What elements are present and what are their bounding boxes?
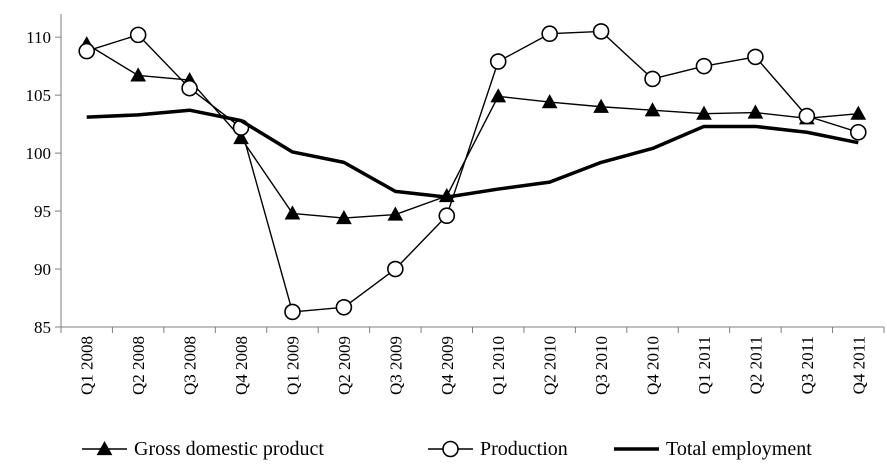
data-point (438, 207, 456, 225)
data-point (696, 105, 712, 120)
data-point (387, 206, 404, 221)
x-tick-label: Q3 2009 (386, 336, 405, 395)
x-tick-label: Q2 2008 (129, 336, 148, 395)
data-point (798, 107, 816, 125)
y-tick-label: 100 (26, 144, 52, 163)
data-point (387, 260, 404, 278)
x-tick-label: Q1 2010 (489, 336, 508, 395)
data-point (592, 23, 610, 40)
data-point (541, 94, 558, 109)
x-tick-label: Q1 2008 (78, 336, 97, 395)
data-point (695, 57, 713, 75)
legend-label: Production (480, 438, 568, 460)
data-point (644, 70, 661, 88)
legend-marker (96, 440, 113, 456)
y-tick-label: 105 (26, 86, 52, 105)
data-point (593, 98, 609, 113)
data-point (541, 25, 558, 43)
x-tick-label: Q3 2010 (592, 336, 611, 395)
data-point (129, 26, 147, 44)
data-point (78, 42, 96, 60)
data-point (336, 210, 352, 225)
x-tick-label: Q4 2011 (849, 336, 868, 394)
x-tick-label: Q1 2009 (283, 336, 302, 395)
series-line (86, 108, 859, 199)
legend-label: Gross domestic product (134, 438, 324, 460)
data-point (181, 79, 198, 97)
data-point (644, 102, 661, 117)
x-tick-label: Q4 2009 (438, 336, 457, 395)
y-axis: 85 90 95 100 105 110 (26, 14, 62, 337)
series-1 (78, 23, 867, 321)
x-tick-label: Q2 2009 (335, 336, 354, 395)
data-point (130, 67, 147, 82)
series-0 (78, 36, 867, 225)
legend-marker (442, 440, 459, 458)
x-tick-label: Q3 2008 (181, 336, 200, 395)
data-point (747, 48, 764, 66)
legend-item: Total employment (614, 438, 812, 460)
x-tick-label: Q1 2011 (695, 336, 714, 394)
legend-item: Gross domestic product (82, 438, 324, 460)
x-tick-label: Q2 2010 (541, 336, 560, 395)
series-line (86, 30, 859, 313)
x-axis: Q1 2008 Q2 2008 Q3 2008 Q4 2008 Q1 2009 Q2 20… (60, 326, 885, 395)
x-tick-label: Q2 2011 (746, 336, 765, 394)
data-point (490, 88, 507, 103)
data-point (335, 298, 353, 316)
data-point (489, 53, 507, 70)
data-point (284, 205, 301, 220)
legend: Gross domestic product Production Total em… (82, 438, 812, 460)
x-tick-label: Q3 2011 (798, 336, 817, 394)
data-point (747, 104, 764, 119)
legend-label: Total employment (666, 438, 812, 460)
series-line (86, 43, 859, 219)
x-tick-label: Q4 2008 (232, 336, 251, 395)
data-point (284, 303, 301, 321)
series-layer (78, 23, 867, 321)
y-tick-label: 85 (34, 318, 51, 337)
y-tick-label: 95 (34, 202, 51, 221)
series-2 (86, 108, 859, 199)
y-tick-label: 90 (34, 260, 51, 279)
legend-item: Production (428, 438, 568, 460)
y-tick-label: 110 (26, 28, 51, 47)
data-point (850, 105, 867, 120)
x-tick-label: Q4 2010 (644, 336, 663, 395)
data-point (849, 123, 867, 141)
